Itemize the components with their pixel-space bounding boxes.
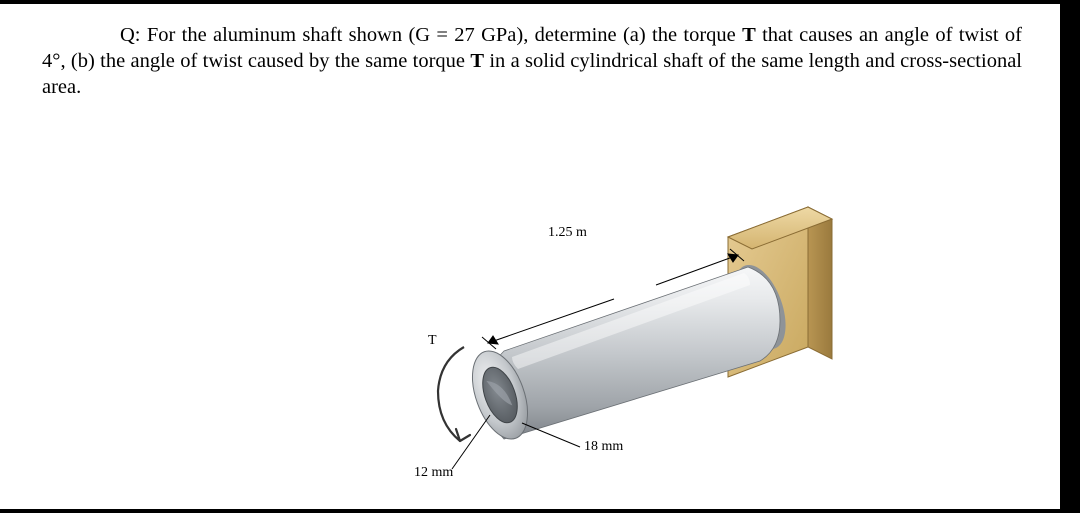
shaft-figure: 1.25 m T 18 mm 12 mm <box>408 189 858 494</box>
inner-radius-label: 12 mm <box>414 465 453 481</box>
torque-symbol-2: T <box>470 50 484 72</box>
torque-arrow <box>438 347 470 441</box>
question-prefix: Q: <box>120 24 141 46</box>
outer-radius-label: 18 mm <box>584 439 623 455</box>
shaft-body <box>462 258 796 446</box>
question-text: Q: For the aluminum shaft shown (G = 27 … <box>0 4 1060 101</box>
question-p1: For the aluminum shaft shown (G = 27 GPa… <box>147 24 742 46</box>
torque-symbol-1: T <box>742 24 756 46</box>
page-container: Q: For the aluminum shaft shown (G = 27 … <box>0 0 1080 513</box>
outer-radius-leader <box>522 423 580 447</box>
length-label: 1.25 m <box>548 225 587 241</box>
inner-radius-leader <box>452 415 490 469</box>
torque-label: T <box>428 333 437 349</box>
shaft-svg <box>408 189 858 494</box>
